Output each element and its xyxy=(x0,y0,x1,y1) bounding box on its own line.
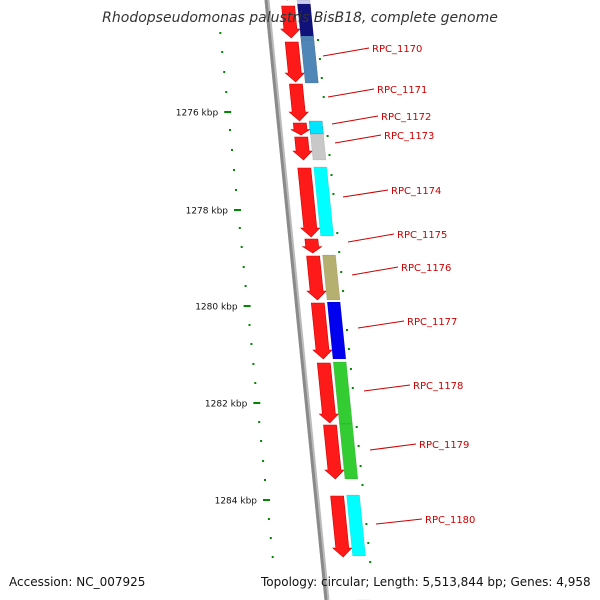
gene-labels: RPC_1170 RPC_1171 RPC_1172 RPC_1173 RPC_1174… xyxy=(322,44,475,526)
gene-label: RPC_1173 xyxy=(384,131,434,142)
gene-arrow xyxy=(330,495,353,558)
gene-label: RPC_1177 xyxy=(407,317,457,328)
scale-label: 1278 kbp xyxy=(186,207,229,217)
gene-arrow xyxy=(284,41,306,83)
scale-labels: 1276 kbp 1278 kbp 1280 kbp 1282 kbp 1284 kbp xyxy=(176,109,270,507)
cog-block xyxy=(313,166,334,237)
gene-arrow xyxy=(310,302,333,360)
label-leader-line xyxy=(331,115,379,125)
cog-track xyxy=(296,0,371,600)
label-leader-line xyxy=(357,320,405,329)
gene-arrow xyxy=(292,136,313,161)
label-leader-line xyxy=(327,88,375,98)
gene-label: RPC_1172 xyxy=(381,112,431,123)
scale-label: 1276 kbp xyxy=(176,109,219,119)
cog-block xyxy=(339,423,359,480)
label-leader-line xyxy=(369,443,417,451)
gene-arrow xyxy=(323,424,345,480)
label-leader-line xyxy=(322,47,370,57)
gene-label: RPC_1174 xyxy=(391,186,441,197)
cog-block xyxy=(300,39,319,84)
gene-label: RPC_1179 xyxy=(419,440,469,451)
gene-label: RPC_1178 xyxy=(413,381,463,392)
gene-label: RPC_1180 xyxy=(425,515,475,526)
genome-backbone xyxy=(264,0,330,600)
label-leader-line xyxy=(342,189,389,198)
cog-block xyxy=(310,133,327,161)
gene-track xyxy=(280,0,353,558)
gene-arrow xyxy=(290,122,312,136)
gene-arrow xyxy=(297,167,321,238)
topology-label: Topology: circular; Length: 5,513,844 bp… xyxy=(261,575,591,589)
backbone-line xyxy=(264,0,328,600)
cog-block xyxy=(346,494,366,557)
scale-label: 1280 kbp xyxy=(195,303,238,313)
cog-block xyxy=(322,254,341,301)
label-leader-line xyxy=(375,518,423,525)
gene-arrow xyxy=(288,83,309,122)
gene-arrow xyxy=(280,5,301,39)
accession-label: Accession: NC_007925 xyxy=(9,575,146,589)
label-leader-line xyxy=(351,266,399,276)
map-title: Rhodopseudomonas palustris BisB18, compl… xyxy=(102,10,498,26)
gene-arrow xyxy=(306,255,327,301)
gene-label: RPC_1170 xyxy=(372,44,422,55)
gene-label: RPC_1171 xyxy=(377,85,427,96)
cog-block xyxy=(308,120,324,135)
gene-arrow xyxy=(316,362,340,424)
gene-label: RPC_1175 xyxy=(397,230,447,241)
gene-arrow xyxy=(301,238,323,254)
label-leader-line xyxy=(347,233,395,243)
label-leader-line xyxy=(363,384,411,392)
cog-block xyxy=(326,301,347,360)
label-leader-line xyxy=(334,134,382,144)
scale-label: 1284 kbp xyxy=(215,497,258,507)
gene-label: RPC_1176 xyxy=(401,263,451,274)
tick-dots xyxy=(219,32,372,563)
scale-label: 1282 kbp xyxy=(205,400,248,410)
